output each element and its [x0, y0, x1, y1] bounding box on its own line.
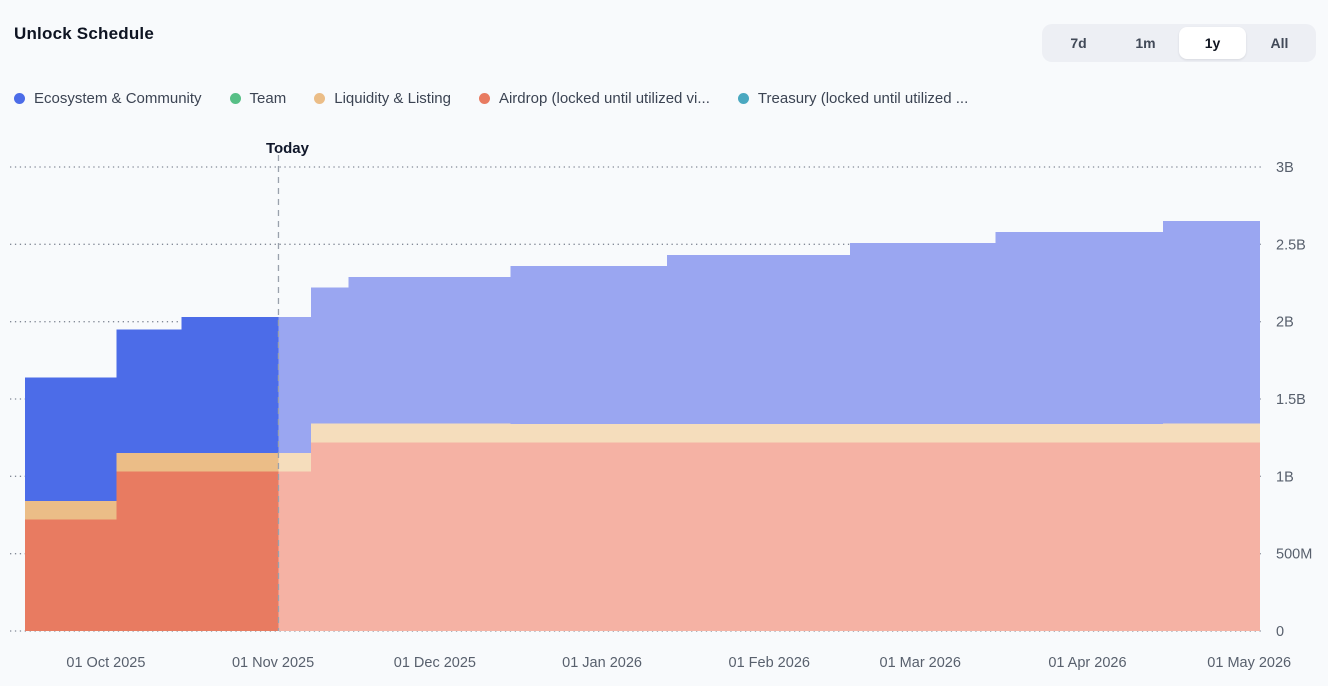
- legend-dot-icon: [737, 93, 749, 104]
- area-segment-series0: [510, 442, 667, 631]
- y-tick-label: 2.5B: [1276, 237, 1306, 253]
- range-button-7d[interactable]: 7d: [1045, 27, 1112, 59]
- x-tick-label: 01 Dec 2025: [394, 655, 476, 671]
- area-segment-series2: [25, 377, 117, 501]
- range-switcher: 7d 1m 1y All: [1042, 24, 1316, 62]
- plot-area[interactable]: [25, 221, 1260, 631]
- area-segment-series2: [850, 242, 996, 424]
- x-tick-label: 01 Mar 2026: [880, 655, 961, 671]
- x-tick-label: 01 Nov 2025: [232, 655, 314, 671]
- x-tick-label: 01 Jan 2026: [562, 655, 642, 671]
- legend-dot-icon: [14, 93, 25, 104]
- area-segment-series2: [666, 255, 851, 424]
- area-segment-series2: [310, 287, 349, 424]
- area-segment-series0: [278, 471, 311, 631]
- y-tick-label: 3B: [1276, 160, 1294, 176]
- area-segment-series1: [348, 423, 511, 443]
- area-segment-series1: [278, 453, 311, 472]
- legend-item-3[interactable]: Liquidity & Listing: [314, 90, 451, 107]
- y-tick-label: 0: [1276, 624, 1284, 640]
- area-segment-series0: [348, 442, 511, 631]
- legend-item-2[interactable]: Team: [229, 90, 287, 107]
- legend-item-4[interactable]: Airdrop (locked until utilized vi...: [478, 90, 710, 107]
- page-title: Unlock Schedule: [14, 24, 154, 43]
- range-button-1y[interactable]: 1y: [1179, 27, 1246, 59]
- y-tick-label: 2B: [1276, 315, 1294, 331]
- area-segment-series0: [666, 442, 851, 631]
- range-button-1m[interactable]: 1m: [1112, 27, 1179, 59]
- area-segment-series1: [995, 423, 1163, 443]
- area-segment-series0: [181, 471, 279, 631]
- x-tick-label: 01 Oct 2025: [66, 655, 145, 671]
- y-tick-label: 500M: [1276, 547, 1312, 563]
- legend-item-1[interactable]: Ecosystem & Community: [14, 90, 202, 107]
- area-segment-series1: [181, 453, 279, 472]
- area-segment-series2: [1162, 221, 1260, 424]
- area-segment-series2: [995, 232, 1163, 424]
- area-segment-series1: [25, 501, 117, 520]
- legend-label: Airdrop (locked until utilized vi...: [498, 90, 710, 107]
- range-button-all[interactable]: All: [1246, 27, 1313, 59]
- x-tick-label: 01 Apr 2026: [1048, 655, 1126, 671]
- area-segment-series0: [25, 519, 117, 631]
- area-segment-series0: [1162, 442, 1260, 631]
- area-segment-series2: [116, 329, 182, 454]
- area-segment-series0: [995, 442, 1163, 631]
- area-segment-series2: [348, 276, 511, 424]
- area-segment-series1: [310, 423, 349, 443]
- area-segment-series1: [666, 423, 851, 443]
- area-segment-series2: [510, 266, 667, 424]
- x-tick-label: 01 Feb 2026: [729, 655, 810, 671]
- today-label: Today: [266, 140, 310, 157]
- legend-dot-icon: [478, 93, 490, 104]
- area-segment-series1: [1162, 423, 1260, 443]
- legend-dot-icon: [314, 93, 326, 104]
- legend-label: Liquidity & Listing: [334, 90, 451, 107]
- area-segment-series2: [278, 317, 311, 454]
- legend-label: Ecosystem & Community: [34, 90, 202, 107]
- area-segment-series2: [181, 317, 279, 454]
- legend-dot-icon: [229, 93, 241, 104]
- area-segment-series1: [116, 453, 182, 472]
- legend-label: Treasury (locked until utilized ...: [757, 90, 969, 107]
- y-axis-labels: 0 500M 1B 1.5B 2B 2.5B 3B: [1276, 160, 1312, 640]
- x-axis-labels: 01 Oct 2025 01 Nov 2025 01 Dec 2025 01 Jan …: [66, 655, 1291, 671]
- area-segment-series1: [510, 423, 667, 443]
- x-tick-label: 01 May 2026: [1207, 655, 1291, 671]
- y-tick-label: 1.5B: [1276, 392, 1306, 408]
- legend-label: Team: [249, 90, 287, 107]
- area-segment-series0: [310, 442, 349, 631]
- y-tick-label: 1B: [1276, 469, 1294, 485]
- area-segment-series0: [116, 471, 182, 631]
- area-segment-series0: [850, 442, 996, 631]
- legend-item-5[interactable]: Treasury (locked until utilized ...: [737, 90, 969, 107]
- legend: Ecosystem & Community Team Liquidity & Lis…: [14, 90, 1318, 107]
- area-segment-series1: [850, 423, 996, 443]
